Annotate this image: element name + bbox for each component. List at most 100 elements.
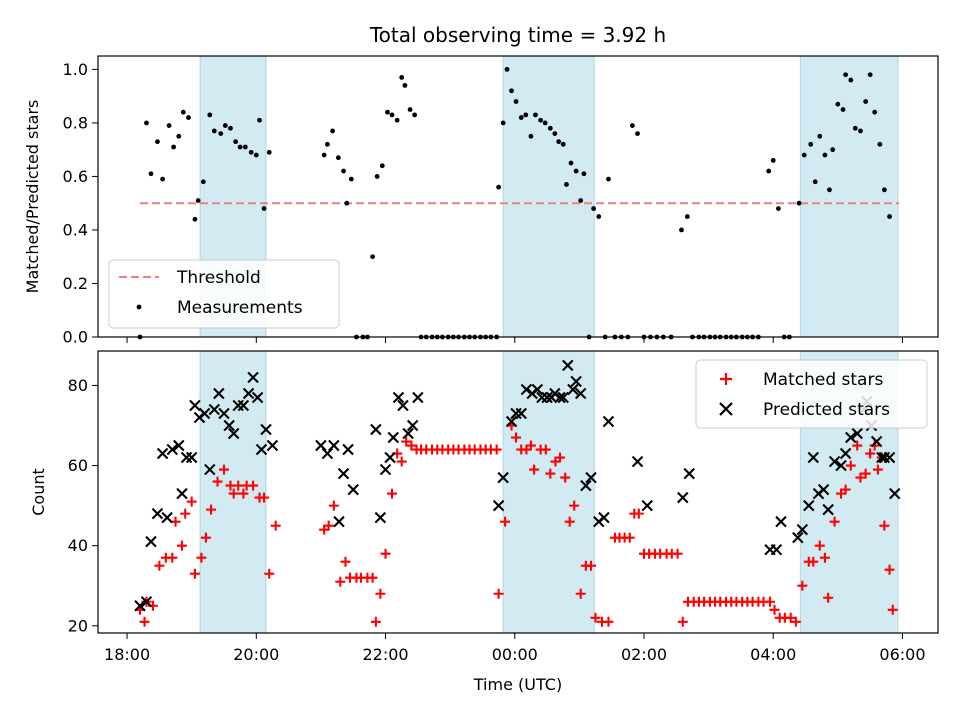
matched-stars-point [887, 604, 898, 615]
matched-stars-point [677, 616, 688, 627]
measurement-point [242, 144, 248, 150]
x-tick-label: 20:00 [233, 645, 279, 664]
predicted-stars-point [822, 503, 834, 516]
matched-stars-point [228, 488, 239, 499]
matched-stars-point [872, 464, 883, 475]
predicted-stars-point [520, 383, 533, 396]
predicted-stars-point [237, 399, 250, 412]
predicted-stars-point [176, 487, 188, 500]
matched-stars-point [387, 488, 397, 499]
predicted-stars-point [255, 443, 268, 456]
predicted-stars-point [839, 447, 852, 460]
predicted-stars-point [189, 399, 201, 412]
measurement-point [144, 120, 149, 126]
predicted-stars-point [406, 419, 419, 432]
matched-stars-point [560, 472, 571, 483]
matched-stars-point [367, 572, 378, 583]
matched-stars-point [633, 508, 644, 519]
measurement-point [207, 112, 213, 118]
matched-stars-point [206, 504, 217, 515]
predicted-stars-point [232, 399, 244, 412]
threshold-legend-label: Threshold [176, 268, 261, 288]
measurement-point [166, 123, 172, 128]
measurement-point [176, 133, 182, 139]
matched-stars-point [845, 460, 856, 471]
measurement-point [858, 128, 863, 134]
predicted-stars-point [384, 451, 396, 464]
matched-stars-point [672, 548, 683, 559]
matched-stars-point [491, 444, 502, 455]
predicted-stars-point [835, 459, 847, 472]
predicted-stars-point [328, 439, 340, 452]
measurement-point [887, 214, 892, 219]
measurement-point [629, 123, 635, 128]
matched-stars-point [493, 588, 504, 599]
predicted-stars-point [412, 391, 424, 404]
measurement-point [148, 171, 154, 177]
predicted-stars-point [213, 387, 225, 400]
predicted-stars-point [204, 463, 216, 476]
measurement-point [200, 179, 206, 185]
measurement-point [160, 176, 166, 182]
predicted-stars-point [392, 391, 405, 404]
predicted-stars-point [541, 391, 553, 404]
predicted-stars-point [492, 499, 505, 512]
predicted-stars-point [260, 423, 272, 436]
measurement-point [578, 198, 584, 203]
predicted-stars-point [180, 451, 193, 464]
matched-stars-point [233, 480, 244, 491]
measurement-point [509, 88, 514, 94]
measurement-point [538, 117, 544, 123]
matched-stars-point [569, 500, 580, 511]
measurement-point [560, 141, 566, 147]
predicted-stars-point [156, 447, 169, 460]
measurement-point [407, 107, 413, 112]
predicted-stars-point [151, 507, 164, 520]
measurement-point [180, 109, 186, 115]
matched-stars-point [180, 508, 191, 519]
measurement-point [596, 214, 602, 219]
measurement-point [863, 99, 869, 104]
measurement-point [518, 115, 524, 120]
matched-stars-point [248, 480, 259, 491]
measurement-point [186, 115, 191, 120]
matched-stars-point [380, 548, 391, 559]
matched-stars-point [370, 616, 381, 627]
ratio-y-axis-label: Matched/Predicted stars [23, 100, 42, 294]
matched-stars-point [196, 552, 207, 563]
predicted-stars-point [883, 451, 896, 464]
matched-stars-point [555, 452, 565, 463]
predicted-stars-point [557, 391, 569, 404]
predicted-stars-point [888, 487, 901, 500]
predicted-stars-point [792, 531, 804, 544]
predicted-stars-point [315, 439, 327, 452]
measurement-point [389, 112, 395, 118]
predicted-stars-point [803, 499, 815, 512]
count-panel-frame [97, 350, 939, 634]
measurement-point [348, 176, 354, 182]
measurement-point [341, 168, 346, 174]
measurement-point [556, 139, 562, 145]
predicted-stars-point [531, 383, 544, 396]
measurement-point [817, 133, 823, 139]
predicted-stars-point [570, 375, 582, 388]
predicted-stars-point [631, 455, 644, 468]
y-tick-label: 0.0 [63, 328, 88, 347]
y-tick-label: 0.4 [63, 220, 88, 239]
measurement-point [877, 141, 883, 147]
measurement-point [211, 128, 217, 134]
predicted-stars-point [198, 407, 211, 420]
x-tick-label: 18:00 [104, 645, 150, 664]
predicted-stars-point [598, 511, 610, 524]
measurement-point [581, 171, 587, 177]
measurement-point [500, 120, 506, 126]
measurement-point [533, 112, 538, 118]
matched-stars-point [238, 488, 249, 499]
matched-stars-point [154, 560, 165, 571]
predicted-stars-point [379, 463, 392, 476]
measurement-point [808, 141, 814, 147]
measurement-point [835, 101, 841, 107]
measurement-point [222, 123, 228, 128]
matched-stars-point [785, 612, 796, 623]
